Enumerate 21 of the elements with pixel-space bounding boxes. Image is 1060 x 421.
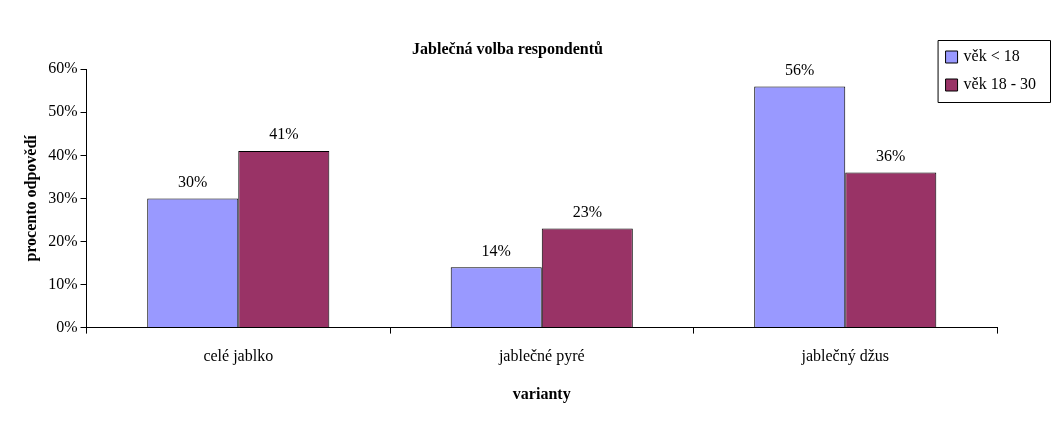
data-label: 36% — [876, 146, 906, 164]
x-tick-label: jablečné pyré — [497, 347, 585, 366]
data-label: 23% — [572, 202, 602, 220]
y-tick-label: 20% — [48, 231, 78, 249]
chart-title: Jablečná volba respondentů — [412, 39, 604, 58]
x-tick-label: celé jablko — [203, 347, 274, 366]
y-tick-label: 60% — [48, 59, 78, 77]
data-label: 30% — [178, 172, 208, 190]
y-axis-title: procento odpovědí — [21, 134, 40, 262]
legend-label: věk < 18 — [963, 47, 1020, 65]
y-tick-label: 30% — [48, 188, 78, 206]
y-tick-label: 40% — [48, 145, 78, 163]
y-tick-label: 0% — [56, 317, 78, 335]
data-label: 41% — [269, 125, 299, 143]
y-tick-label: 10% — [48, 274, 78, 292]
x-tick-label: jablečný džus — [800, 347, 890, 366]
legend-label: věk 18 - 30 — [963, 75, 1037, 93]
y-tick-label: 50% — [48, 102, 78, 120]
x-axis-title: varianty — [512, 384, 571, 403]
data-label: 14% — [481, 241, 511, 259]
data-label: 56% — [785, 60, 815, 78]
